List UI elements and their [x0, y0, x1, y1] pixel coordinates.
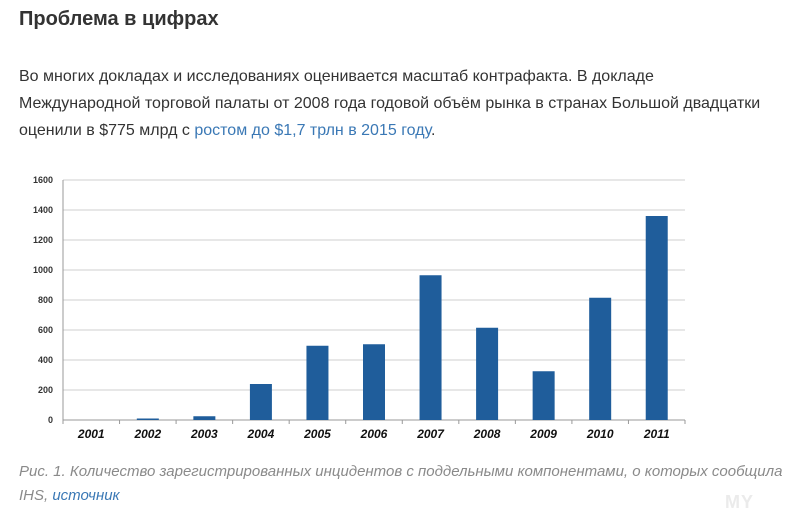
bar-2006	[363, 344, 385, 420]
y-tick-label: 200	[38, 385, 53, 395]
y-tick-label: 800	[38, 295, 53, 305]
x-tick-label: 2002	[133, 427, 161, 441]
intro-text: Во многих докладах и исследованиях оцени…	[19, 68, 761, 139]
y-tick-label: 600	[38, 325, 53, 335]
intro-end: .	[430, 122, 436, 139]
bar-2011	[645, 216, 668, 420]
x-tick-label: 2001	[77, 427, 105, 441]
x-tick-label: 2006	[360, 427, 388, 441]
caption-text: Рис. 1. Количество зарегистрированных ин…	[19, 463, 783, 504]
bar-2008	[476, 327, 499, 420]
x-tick-label: 2009	[529, 427, 557, 441]
source-link[interactable]: источник	[52, 487, 120, 504]
bar-2010	[589, 297, 612, 420]
bar-2007	[419, 275, 442, 420]
y-tick-label: 1000	[33, 265, 53, 275]
x-tick-label: 2010	[586, 427, 614, 441]
x-tick-label: 2004	[247, 427, 275, 441]
x-tick-label: 2011	[643, 427, 670, 441]
y-tick-label: 400	[38, 355, 53, 365]
y-tick-label: 0	[48, 415, 53, 425]
intro-paragraph: Во многих докладах и исследованиях оцени…	[19, 63, 779, 144]
growth-link[interactable]: ростом до $1,7 трлн в 2015 году	[194, 122, 431, 139]
bar-2004	[249, 384, 272, 420]
site-watermark: MY	[725, 492, 754, 512]
article-heading: Проблема в цифрах	[19, 8, 219, 30]
x-tick-label: 2008	[473, 427, 501, 441]
bar-2003	[193, 416, 216, 420]
x-tick-label: 2003	[190, 427, 218, 441]
y-tick-label: 1200	[33, 235, 53, 245]
x-tick-label: 2007	[416, 427, 445, 441]
y-tick-label: 1600	[33, 175, 53, 185]
figure-caption: Рис. 1. Количество зарегистрированных ин…	[19, 460, 789, 508]
y-tick-label: 1400	[33, 205, 53, 215]
bar-2002	[136, 418, 159, 420]
incidents-chart: 0 200 400 600 800 1000 1200 1400 1600 2001 2002 200…	[0, 160, 800, 460]
bar-chart-svg: 0 200 400 600 800 1000 1200 1400 1600 2001 2002 200…	[33, 175, 686, 441]
x-tick-label: 2005	[303, 427, 331, 441]
bar-2009	[532, 371, 555, 420]
bar-2005	[306, 345, 329, 420]
